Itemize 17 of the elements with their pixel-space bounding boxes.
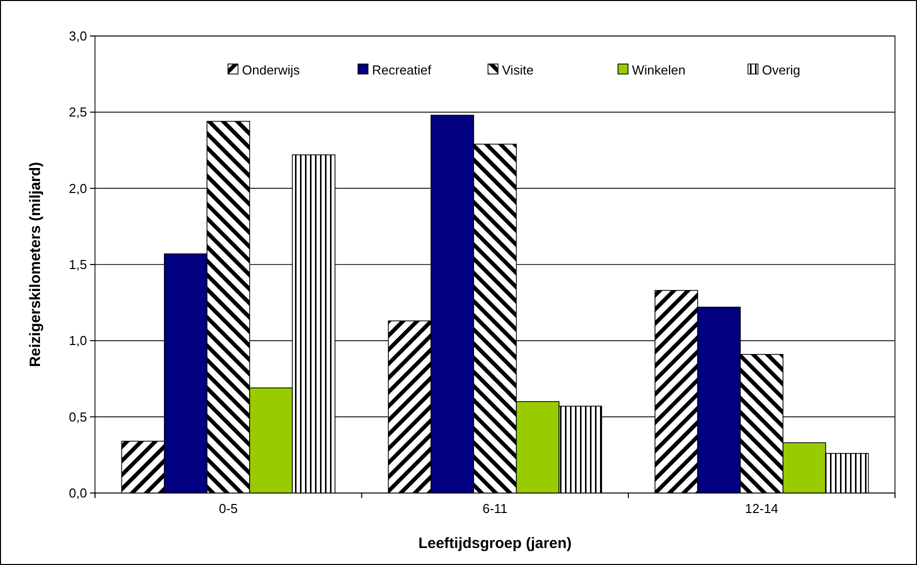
y-tick-label: 2,5 <box>68 104 87 120</box>
y-tick-label: 2,0 <box>68 180 87 196</box>
legend-label: Winkelen <box>632 62 686 78</box>
x-tick-label: 6-11 <box>482 501 508 516</box>
y-tick-label: 0,5 <box>68 409 87 424</box>
legend-label: Onderwijs <box>242 62 300 78</box>
y-axis-title: Reizigerskilometers (miljard) <box>27 162 44 368</box>
y-tick-label: 3,0 <box>68 28 87 44</box>
y-tick-label: 1,0 <box>68 333 87 348</box>
x-tick-label: 0-5 <box>218 501 238 516</box>
y-tick-label: 1,5 <box>68 257 87 272</box>
legend-label: Visite <box>502 62 534 78</box>
x-axis-title: Leeftijdsgroep (jaren) <box>418 535 572 552</box>
legend-label: Overig <box>762 62 800 78</box>
y-tick-label: 0,0 <box>68 486 87 501</box>
legend-label: Recreatief <box>372 62 432 78</box>
x-tick-label: 12-14 <box>745 501 778 516</box>
